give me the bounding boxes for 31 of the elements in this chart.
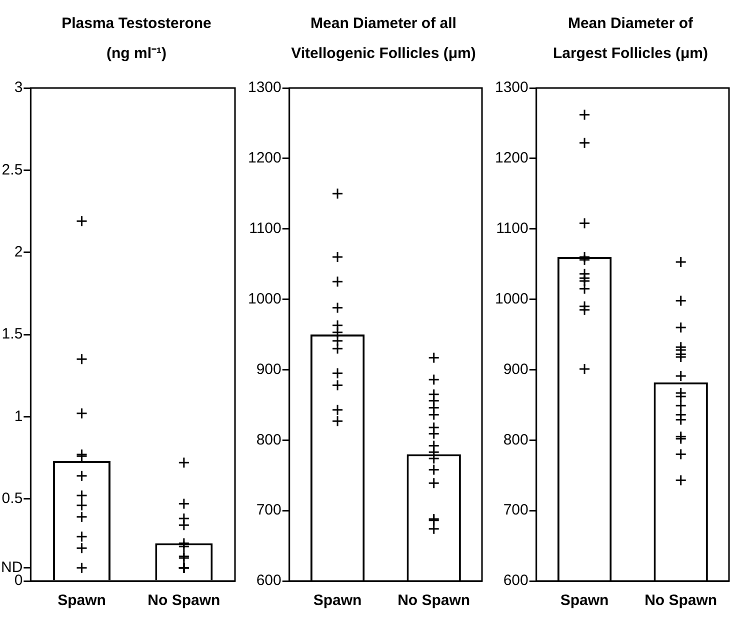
y-tick-label: 1200: [248, 150, 282, 167]
y-tick-label: 900: [503, 360, 528, 378]
y-tick-label: 1100: [496, 220, 528, 237]
x-tick-label: No Spawn: [148, 592, 220, 610]
y-tick-label: 600: [503, 572, 528, 590]
x-tick-label: Spawn: [313, 592, 362, 610]
y-tick-label: 0.5: [2, 490, 23, 507]
y-tick-label: 1100: [249, 220, 282, 237]
chart-title: Mean Diameter of all Vitellogenic Follicles (μm): [290, 14, 477, 64]
y-tick-label: 700: [503, 502, 528, 519]
y-tick-label: 700: [256, 502, 282, 519]
y-tick-label: 1000: [248, 290, 282, 308]
chart-title: Mean Diameter of Largest Follicles (μm): [552, 14, 710, 64]
y-tick-label: 900: [256, 360, 282, 378]
x-tick-label: No Spawn: [398, 592, 470, 610]
y-tick-label: 1: [14, 408, 23, 425]
y-tick-label: 1000: [494, 290, 528, 308]
y-tick-label: 1200: [494, 150, 528, 167]
x-tick-label: Spawn: [560, 592, 609, 610]
x-tick-label: Spawn: [58, 592, 106, 610]
y-tick-label: 1.5: [2, 326, 23, 343]
y-tick-label: 800: [256, 431, 282, 448]
y-tick-label: 2.5: [2, 161, 23, 178]
y-tick-label: 1300: [494, 79, 528, 96]
y-tick-label: 3: [14, 79, 23, 96]
x-tick-label: No Spawn: [644, 592, 718, 610]
y-tick-label: 800: [503, 431, 528, 448]
y-tick-label: 1300: [248, 79, 282, 96]
y-tick-label: 2: [14, 243, 23, 260]
y-tick-label: 600: [256, 572, 282, 590]
chart-title: Plasma Testosterone (ng ml⁻¹): [60, 14, 212, 64]
